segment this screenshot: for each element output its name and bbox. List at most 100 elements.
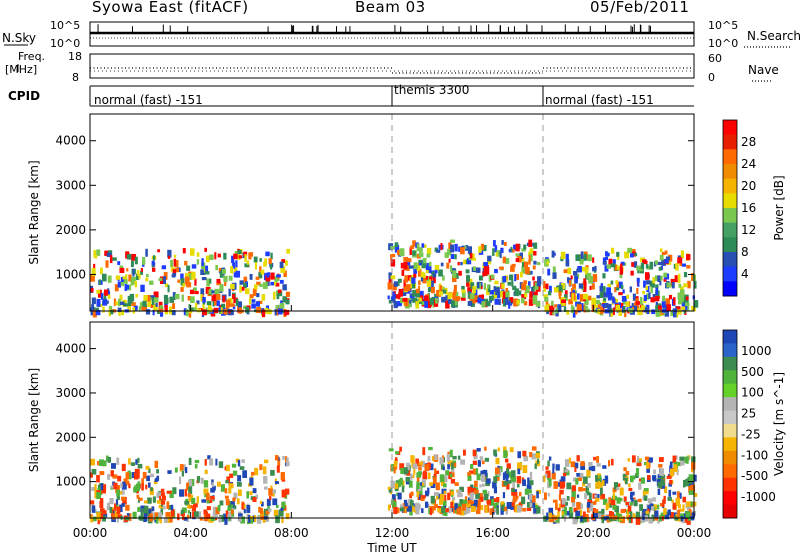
power-scatter-cell [230,266,234,273]
power-scatter-cell [560,282,565,290]
velocity-scatter-cell [448,506,452,514]
power-scatter-cell [140,268,144,272]
power-scatter-cell [563,269,569,274]
velocity-scatter-cell [182,464,186,471]
nsky-bottom-tick: 10^0 [50,37,81,50]
velocity-scatter-cell [408,503,411,511]
velocity-scatter-cell [631,497,634,502]
velocity-scatter-cell [157,517,161,521]
power-scatter-cell [404,275,409,283]
power-scatter-cell [446,292,450,300]
power-scatter-cell [123,278,127,284]
velocity-scatter-cell [224,495,229,499]
velocity-scatter-cell [547,492,550,497]
power-scatter-cell [510,265,515,272]
velocity-scatter-cell [523,455,529,462]
power-scatter-cell [667,254,673,262]
power-scatter-cell [463,245,467,249]
power-scatter-cell [586,272,592,279]
power-scatter-cell [558,289,562,296]
power-scatter-cell [215,264,218,271]
velocity-scatter-cell [690,512,695,518]
power-scatter-cell [691,273,694,281]
power-scatter-cell [409,300,412,304]
velocity-scatter-cell [410,500,414,506]
power-scatter-cell [575,254,581,262]
power-scatter-cell [132,268,135,277]
power-scatter-cell [659,254,664,261]
power-scatter-cell [390,254,393,260]
velocity-scatter-cell [610,513,613,520]
velocity-scatter-cell [616,487,620,491]
velocity-scatter-cell [669,461,673,468]
velocity-scatter-cell [484,457,490,462]
power-scatter-cell [420,271,424,278]
velocity-scatter-cell [493,449,497,456]
velocity-scatter-cell [472,468,477,475]
velocity-scatter-cell [668,482,672,487]
power-scatter-cell [589,285,592,291]
velocity-scatter-cell [218,461,224,469]
velocity-scatter-cell [91,468,97,475]
power-scatter-cell [591,283,595,290]
velocity-scatter-cell [437,507,442,513]
freq-bottom-tick: 8 [72,71,79,84]
power-scatter-cell [521,248,526,252]
velocity-scatter-cell [467,486,472,493]
power-scatter-cell [151,267,156,272]
velocity-scatter-cell [280,472,285,481]
power-scatter-cell [588,295,592,301]
velocity-scatter-cell [443,490,447,494]
velocity-scatter-cell [134,468,140,474]
velocity-scatter-cell [410,455,415,463]
power-scatter-cell [274,276,278,283]
velocity-scatter-cell [399,446,402,452]
velocity-scatter-cell [470,491,474,497]
power-scatter-cell [470,253,475,260]
velocity-scatter-cell [587,491,591,496]
velocity-scatter-cell [472,460,477,465]
velocity-scatter-cell [637,455,640,463]
velocity-scatter-cell [677,503,681,509]
power-scatter-cell [245,306,250,313]
velocity-scatter-cell [543,475,546,483]
power-scatter-cell [259,258,262,262]
velocity-scatter-cell [194,511,199,518]
power-scatter-cell [184,260,188,266]
power-scatter-cell [235,260,238,268]
velocity-scatter-cell [596,456,600,463]
power-scatter-cell [573,290,577,294]
velocity-scatter-cell [406,508,412,512]
power-scatter-cell [640,262,645,270]
power-scatter-cell [516,274,520,281]
power-scatter-cell [600,286,606,293]
power-scatter-cell [163,294,168,300]
power-scatter-cell [635,305,640,311]
velocity-scatter-cell [691,456,696,463]
power-scatter-cell [238,255,243,259]
velocity-scatter-cell [163,517,168,523]
power-scatter-cell [208,288,213,294]
power-scatter-cell [616,265,620,270]
velocity-scatter-cell [637,458,642,462]
velocity-scatter-cell [137,506,141,512]
power-scatter-cell [662,304,668,312]
power-scatter-cell [635,298,639,302]
power-scatter-cell [651,283,655,288]
power-scatter-cell [281,259,286,263]
power-scatter-cell [276,294,280,300]
power-scatter-cell [564,290,568,298]
velocity-scatter-cell [126,513,131,520]
power-scatter-cell [557,304,562,313]
power-scatter-cell [424,295,429,301]
power-scatter-cell [257,300,263,305]
velocity-scatter-cell [400,467,405,475]
power-scatter-cell [502,256,506,264]
power-scatter-cell [523,280,527,285]
velocity-scatter-cell [620,509,626,514]
velocity-colorbar-swatch [723,477,737,492]
power-colorbar-swatch [723,281,737,297]
power-scatter-cell [430,287,434,292]
power-scatter-cell [126,268,129,272]
